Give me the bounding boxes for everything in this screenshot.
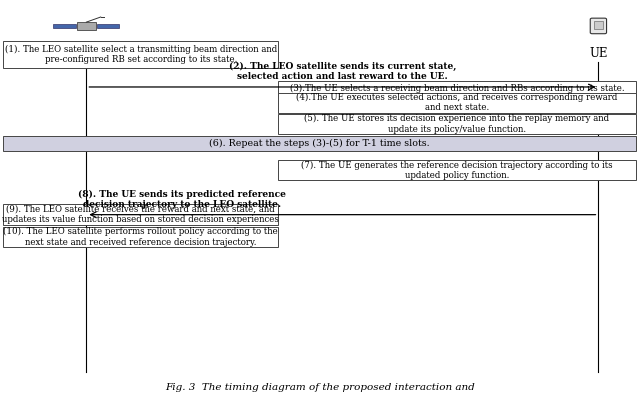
Bar xyxy=(3,227,278,247)
Text: Fig. 3  The timing diagram of the proposed interaction and: Fig. 3 The timing diagram of the propose… xyxy=(165,383,475,392)
Bar xyxy=(278,81,636,96)
Text: (10). The LEO satellite performs rollout policy according to the
next state and : (10). The LEO satellite performs rollout… xyxy=(3,227,278,247)
Text: (3).The UE selects a receiving beam direction and RBs according to its state.: (3).The UE selects a receiving beam dire… xyxy=(290,84,624,93)
Bar xyxy=(77,22,95,30)
Text: (2). The LEO satellite sends its current state,
selected action and last reward : (2). The LEO satellite sends its current… xyxy=(228,61,456,81)
Text: (6). Repeat the steps (3)-(5) for T-1 time slots.: (6). Repeat the steps (3)-(5) for T-1 ti… xyxy=(209,139,429,148)
Text: (5). The UE stores its decision experience into the replay memory and
update its: (5). The UE stores its decision experien… xyxy=(305,115,609,134)
Bar xyxy=(278,160,636,180)
Bar xyxy=(3,204,278,225)
Text: LEO Satellite: LEO Satellite xyxy=(47,47,126,60)
Bar xyxy=(3,41,278,68)
Text: (4).The UE executes selected actions, and receives corresponding reward
and next: (4).The UE executes selected actions, an… xyxy=(296,93,618,112)
Bar xyxy=(3,136,636,151)
Text: (7). The UE generates the reference decision trajectory according to its
updated: (7). The UE generates the reference deci… xyxy=(301,161,612,180)
Bar xyxy=(53,24,76,28)
Bar xyxy=(97,24,120,28)
Bar xyxy=(278,93,636,113)
Text: UE: UE xyxy=(589,47,607,60)
Bar xyxy=(594,21,603,29)
Bar xyxy=(278,114,636,134)
Text: (9). The LEO satellite receives the reward and next state, and
updates its value: (9). The LEO satellite receives the rewa… xyxy=(3,205,279,224)
Text: (1). The LEO satellite select a transmitting beam direction and
pre-configured R: (1). The LEO satellite select a transmit… xyxy=(4,45,277,64)
Text: (8). The UE sends its predicted reference
decision trajectory to the LEO satelli: (8). The UE sends its predicted referenc… xyxy=(79,190,286,209)
FancyBboxPatch shape xyxy=(590,18,607,34)
